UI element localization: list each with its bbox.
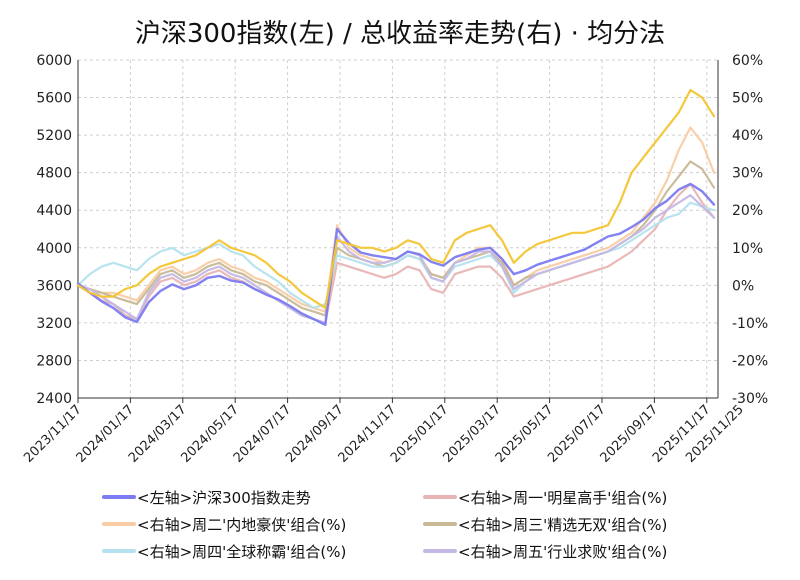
right-tick-label: 20% [732, 203, 763, 219]
right-tick-label: 10% [732, 241, 763, 257]
right-tick-label: 30% [732, 166, 763, 182]
right-tick-label: 60% [732, 53, 763, 69]
right-tick-label: 50% [732, 91, 763, 107]
left-tick-label: 5600 [36, 91, 72, 107]
chart-title: 沪深300指数(左) / 总收益率走势(右) · 均分法 [135, 19, 665, 49]
legend-label: <右轴>周一'明星高手'组合(%) [458, 489, 667, 507]
left-tick-label: 4400 [36, 203, 72, 219]
left-tick-label: 2800 [36, 353, 72, 369]
series-line-3 [76, 160, 716, 317]
series-line-4 [76, 201, 716, 309]
legend-label: <左轴>沪深300指数走势 [137, 489, 311, 507]
grid [77, 59, 718, 399]
left-tick-label: 4000 [36, 241, 72, 257]
legend-label: <右轴>周五'行业求败'组合(%) [458, 543, 667, 561]
legend-label: <右轴>周二'内地豪侠'组合(%) [137, 516, 346, 534]
left-tick-label: 6000 [36, 53, 72, 69]
right-tick-label: -10% [732, 316, 768, 332]
series-line-6 [76, 88, 716, 309]
right-tick-label: 0% [732, 278, 754, 294]
left-tick-label: 3200 [36, 316, 72, 332]
right-tick-label: 40% [732, 128, 763, 144]
legend-label: <右轴>周四'全球称霸'组合(%) [137, 543, 346, 561]
plot-lines [76, 88, 716, 326]
left-tick-label: 2400 [36, 391, 72, 407]
left-tick-label: 4800 [36, 166, 72, 182]
right-tick-label: -30% [732, 391, 768, 407]
left-tick-label: 5200 [36, 128, 72, 144]
series-line-1 [76, 182, 716, 324]
legend: <左轴>沪深300指数走势 <右轴>周一'明星高手'组合(%) <右轴>周二'内地豪… [102, 489, 667, 561]
right-tick-label: -20% [732, 353, 768, 369]
left-tick-label: 3600 [36, 278, 72, 294]
series-line-0 [76, 182, 716, 326]
legend-label: <右轴>周三'精选无双'组合(%) [458, 516, 667, 534]
